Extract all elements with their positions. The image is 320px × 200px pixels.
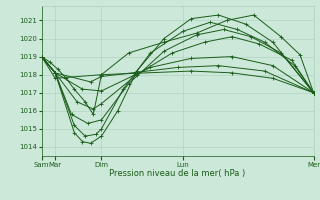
- X-axis label: Pression niveau de la mer( hPa ): Pression niveau de la mer( hPa ): [109, 169, 246, 178]
